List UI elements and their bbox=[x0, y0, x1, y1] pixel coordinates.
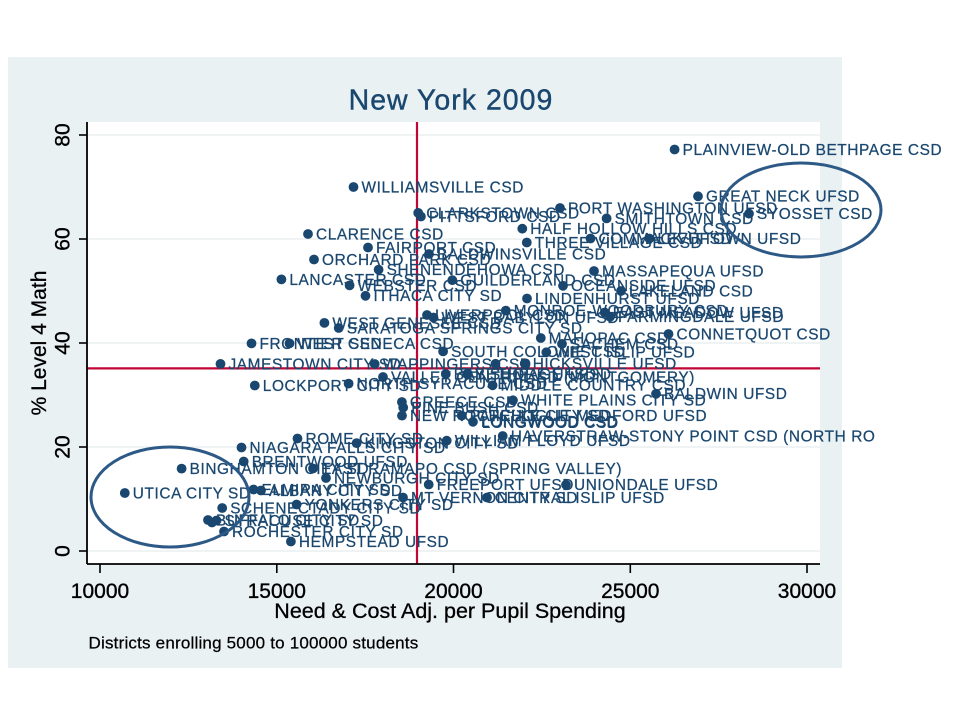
svg-text:FRONTIER CSD: FRONTIER CSD bbox=[260, 336, 383, 353]
svg-text:BALDWINSVILLE CSD: BALDWINSVILLE CSD bbox=[437, 246, 606, 263]
svg-text:MIDDLE COUNTRY CSD: MIDDLE COUNTRY CSD bbox=[501, 378, 687, 395]
svg-text:NIAGARA FALLS CITY SD: NIAGARA FALLS CITY SD bbox=[250, 440, 446, 457]
svg-text:LONGWOOD CSD: LONGWOOD CSD bbox=[481, 414, 618, 431]
svg-text:15000: 15000 bbox=[248, 580, 306, 603]
svg-text:30000: 30000 bbox=[778, 580, 836, 603]
svg-text:ROCHESTER CITY SD: ROCHESTER CITY SD bbox=[232, 524, 404, 541]
svg-text:0: 0 bbox=[52, 545, 75, 557]
svg-text:FARMINGDALE UFSD: FARMINGDALE UFSD bbox=[618, 309, 784, 326]
svg-text:Need & Cost Adj. per Pupil Spe: Need & Cost Adj. per Pupil Spending bbox=[274, 599, 625, 623]
svg-text:20: 20 bbox=[52, 435, 75, 458]
svg-text:OCEANSIDE UFSD: OCEANSIDE UFSD bbox=[571, 278, 716, 295]
svg-text:LEVITTOWN UFSD: LEVITTOWN UFSD bbox=[657, 231, 801, 248]
svg-text:CLARENCE CSD: CLARENCE CSD bbox=[316, 226, 444, 243]
svg-text:CLARKSTOWN CSD: CLARKSTOWN CSD bbox=[426, 205, 580, 222]
svg-text:COMMACK UFSD: COMMACK UFSD bbox=[599, 231, 733, 248]
svg-text:SHENENDEHOWA CSD: SHENENDEHOWA CSD bbox=[387, 262, 565, 279]
svg-text:ORCHARD PARK CSD: ORCHARD PARK CSD bbox=[322, 252, 491, 269]
svg-text:25000: 25000 bbox=[601, 580, 659, 603]
svg-text:WEST SENECA CSD: WEST SENECA CSD bbox=[298, 336, 455, 353]
svg-text:WEST BABYLON UFSD: WEST BABYLON UFSD bbox=[442, 310, 620, 327]
svg-text:PINE BUSH CSD: PINE BUSH CSD bbox=[411, 400, 539, 417]
svg-text:EAST RAMAPO CSD (SPRING VALLEY: EAST RAMAPO CSD (SPRING VALLEY) bbox=[321, 461, 622, 478]
svg-text:VALLEY CENTRAL SD (MONTGOMERY): VALLEY CENTRAL SD (MONTGOMERY) bbox=[391, 369, 695, 386]
svg-text:ROME CITY SD: ROME CITY SD bbox=[306, 431, 424, 448]
svg-text:NORTH SYRACUSE CSD: NORTH SYRACUSE CSD bbox=[357, 376, 548, 393]
svg-text:HAVERSTRAW-STONY POINT CSD (NO: HAVERSTRAW-STONY POINT CSD (NORTH RO bbox=[511, 428, 876, 445]
svg-text:SACHEM CSD: SACHEM CSD bbox=[570, 336, 679, 353]
svg-text:BALDWIN UFSD: BALDWIN UFSD bbox=[664, 386, 788, 403]
svg-text:ALBANY CITY SD: ALBANY CITY SD bbox=[269, 483, 403, 500]
svg-text:GREECE CSD: GREECE CSD bbox=[410, 394, 518, 411]
svg-text:WILLIAM FLOYD UFSD: WILLIAM FLOYD UFSD bbox=[455, 433, 631, 450]
svg-text:20000: 20000 bbox=[424, 580, 482, 603]
svg-text:GREAT NECK UFSD: GREAT NECK UFSD bbox=[706, 189, 860, 206]
svg-text:GUILDERLAND CSD: GUILDERLAND CSD bbox=[460, 273, 615, 290]
svg-text:WEST ISLIP UFSD: WEST ISLIP UFSD bbox=[554, 345, 695, 362]
svg-text:JAMESTOWN CITY SD: JAMESTOWN CITY SD bbox=[229, 356, 402, 373]
svg-text:HEMPSTEAD UFSD: HEMPSTEAD UFSD bbox=[299, 534, 449, 551]
svg-text:NEWBURGH CITY SD: NEWBURGH CITY SD bbox=[334, 470, 500, 487]
svg-text:SARATOGA SPRINGS CITY SD: SARATOGA SPRINGS CITY SD bbox=[347, 320, 583, 337]
svg-text:MONROE-WOODBURY CSD: MONROE-WOODBURY CSD bbox=[514, 303, 728, 320]
svg-text:BUFFALO CITY SD: BUFFALO CITY SD bbox=[216, 512, 360, 529]
svg-text:LONGWOOD CSD: LONGWOOD CSD bbox=[482, 415, 619, 432]
svg-text:UTICA CITY SD: UTICA CITY SD bbox=[133, 485, 251, 502]
svg-text:LAKELAND CSD: LAKELAND CSD bbox=[629, 283, 753, 300]
svg-text:PLAINVIEW-OLD BETHPAGE CSD: PLAINVIEW-OLD BETHPAGE CSD bbox=[683, 142, 943, 159]
svg-text:WILLIAMSVILLE CSD: WILLIAMSVILLE CSD bbox=[362, 179, 524, 196]
svg-text:FREEPORT UFSD: FREEPORT UFSD bbox=[437, 477, 574, 494]
svg-text:BAY SHORE UFSD: BAY SHORE UFSD bbox=[454, 366, 597, 383]
svg-text:SMITHTOWN CSD: SMITHTOWN CSD bbox=[615, 211, 754, 228]
svg-text:MT VERNON CITY SD: MT VERNON CITY SD bbox=[411, 490, 578, 507]
svg-text:KINGSTON CITY SD: KINGSTON CITY SD bbox=[365, 436, 519, 453]
svg-text:HALF HOLLOW HILLS CSD: HALF HOLLOW HILLS CSD bbox=[530, 221, 737, 238]
svg-text:PITTSFORD CSD: PITTSFORD CSD bbox=[429, 209, 561, 226]
svg-text:CENTRAL ISLIP UFSD: CENTRAL ISLIP UFSD bbox=[495, 490, 665, 507]
svg-text:EAST MEADOW UFSD: EAST MEADOW UFSD bbox=[613, 305, 784, 322]
svg-text:CONNETQUOT CSD: CONNETQUOT CSD bbox=[677, 326, 831, 343]
svg-text:BETHPAGE UFSD: BETHPAGE UFSD bbox=[475, 366, 612, 383]
svg-text:SYOSSET CSD: SYOSSET CSD bbox=[757, 206, 873, 223]
svg-text:WEBSTER CSD: WEBSTER CSD bbox=[358, 278, 477, 295]
svg-text:FAIRPORT CSD: FAIRPORT CSD bbox=[376, 240, 496, 257]
svg-text:LIVERPOOL CSD: LIVERPOOL CSD bbox=[435, 307, 566, 324]
svg-text:LANCASTER CSD: LANCASTER CSD bbox=[289, 272, 426, 289]
svg-text:New York 2009: New York 2009 bbox=[349, 85, 554, 117]
svg-text:40: 40 bbox=[52, 331, 75, 354]
svg-text:10000: 10000 bbox=[71, 580, 129, 603]
svg-text:HICKSVILLE UFSD: HICKSVILLE UFSD bbox=[533, 356, 677, 373]
svg-text:WEST GENESEE CSD: WEST GENESEE CSD bbox=[332, 315, 501, 332]
svg-text:BINGHAMTON CITY SD: BINGHAMTON CITY SD bbox=[190, 461, 370, 478]
svg-text:LINDENHURST UFSD: LINDENHURST UFSD bbox=[535, 291, 700, 308]
svg-text:YONKERS CITY SD: YONKERS CITY SD bbox=[305, 497, 454, 514]
svg-text:% Level 4 Math: % Level 4 Math bbox=[28, 271, 51, 416]
svg-text:SCHENECTADY CITY SD: SCHENECTADY CITY SD bbox=[230, 500, 421, 517]
svg-text:PORT WASHINGTON UFSD: PORT WASHINGTON UFSD bbox=[568, 200, 778, 217]
svg-text:SOUTH COLONIE CSD: SOUTH COLONIE CSD bbox=[451, 344, 625, 361]
svg-text:NEW ROCHELLE CITY SD: NEW ROCHELLE CITY SD bbox=[410, 408, 610, 425]
svg-text:ITHACA CITY SD: ITHACA CITY SD bbox=[374, 288, 503, 305]
svg-text:UNIONDALE UFSD: UNIONDALE UFSD bbox=[574, 477, 718, 494]
svg-text:80: 80 bbox=[52, 123, 75, 146]
svg-text:ELMIRA CITY SD: ELMIRA CITY SD bbox=[262, 482, 392, 499]
svg-text:LOCKPORT CITY SD: LOCKPORT CITY SD bbox=[263, 378, 421, 395]
svg-text:THREE VILLAGE CSD: THREE VILLAGE CSD bbox=[535, 235, 703, 252]
svg-text:MAHOPAC CSD: MAHOPAC CSD bbox=[549, 330, 669, 347]
svg-text:WHITE PLAINS CITY SD: WHITE PLAINS CITY SD bbox=[521, 393, 706, 410]
svg-text:SYRACUSE CITY SD: SYRACUSE CITY SD bbox=[225, 513, 384, 530]
svg-text:PATCHOGUE-MEDFORD UFSD: PATCHOGUE-MEDFORD UFSD bbox=[470, 408, 708, 425]
svg-text:Districts enrolling 5000 to 10: Districts enrolling 5000 to 100000 stude… bbox=[89, 634, 419, 653]
svg-text:BRENTWOOD UFSD: BRENTWOOD UFSD bbox=[252, 454, 408, 471]
svg-text:MASSAPEQUA UFSD: MASSAPEQUA UFSD bbox=[602, 263, 764, 280]
svg-text:WAPPINGERS CSD: WAPPINGERS CSD bbox=[383, 356, 532, 373]
svg-text:60: 60 bbox=[52, 227, 75, 250]
